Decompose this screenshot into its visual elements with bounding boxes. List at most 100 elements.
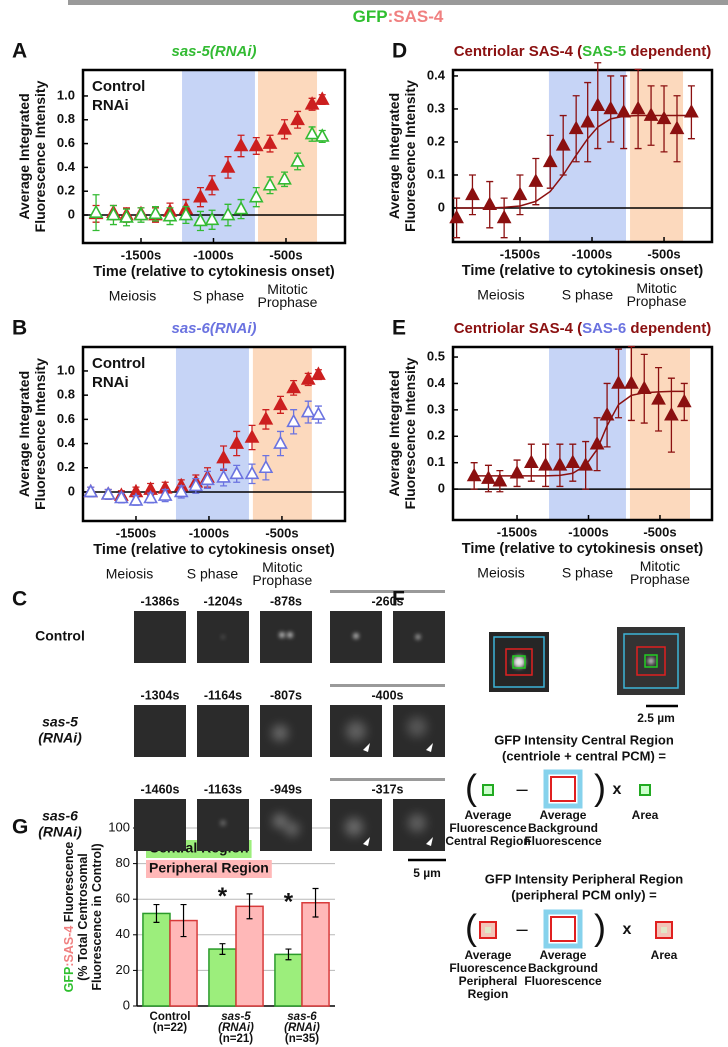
y-tick-label: 0 <box>68 206 75 221</box>
formula-symbol: ( <box>465 767 477 808</box>
page-title: GFP:SAS-4 <box>353 7 444 26</box>
background-icon-core <box>551 917 575 941</box>
fluorescent-spot <box>346 721 366 741</box>
time-span-bar <box>330 778 445 781</box>
chart-title: sas-5(RNAi) <box>171 43 256 60</box>
data-point <box>316 130 328 141</box>
y-axis-label-part: Fluorescence Intensity <box>402 80 418 232</box>
legend-entry: Control <box>92 355 145 372</box>
term-label: Average <box>540 948 587 962</box>
term-label: Fluorescence <box>449 961 527 975</box>
y-tick-label: 0.4 <box>57 159 76 174</box>
formula-symbol: ) <box>594 907 606 948</box>
fluorescent-spot <box>416 635 420 639</box>
y-tick-label: 0.2 <box>57 459 75 474</box>
time-label: -949s <box>270 782 302 796</box>
bar <box>275 954 302 1006</box>
term-label: Area <box>632 808 659 822</box>
y-tick-label: 0.1 <box>427 166 445 181</box>
chart-title-part: sas-6(RNAi) <box>171 320 256 337</box>
term-label: Fluorescence <box>524 974 602 988</box>
y-tick-label: 0.5 <box>427 348 445 363</box>
scale-label: 5 µm <box>413 866 441 880</box>
bar <box>302 903 329 1006</box>
formula-symbol: x <box>613 781 622 798</box>
y-tick-label: 80 <box>116 855 130 870</box>
y-tick-label: 0.4 <box>427 375 446 390</box>
fluorescent-spot <box>345 818 363 836</box>
fluorescent-spot <box>354 634 359 639</box>
x-tick-label: (n=21) <box>219 1033 253 1045</box>
fluorescent-spot <box>272 725 288 741</box>
x-tick-label: (n=22) <box>153 1022 187 1034</box>
data-point <box>90 206 102 217</box>
y-axis-label-part: Fluorescence Intensity <box>402 357 418 509</box>
bar <box>236 906 263 1006</box>
x-tick-label: -1000s <box>193 247 233 262</box>
phase-band <box>253 347 312 521</box>
data-point <box>149 207 161 218</box>
fluorescent-spot <box>220 820 226 826</box>
data-point <box>685 106 697 117</box>
y-tick-label: 0.8 <box>57 387 75 402</box>
row-label: Control <box>35 628 85 644</box>
bar <box>143 913 170 1006</box>
data-point <box>316 93 328 104</box>
phase-label: Meiosis <box>109 288 156 304</box>
data-point <box>514 188 526 199</box>
formula-symbol: – <box>516 918 528 940</box>
time-label: -317s <box>372 782 404 796</box>
y-tick-label: 40 <box>116 926 130 941</box>
phase-label: S phase <box>562 565 614 581</box>
chart-title-part: sas-5(RNAi) <box>171 43 256 60</box>
phase-label: Prophase <box>252 572 312 588</box>
data-point <box>498 211 510 222</box>
time-label: -400s <box>372 688 404 702</box>
x-tick-label: -1500s <box>497 524 537 539</box>
y-tick-label: 0.3 <box>427 100 445 115</box>
micrograph <box>134 705 186 757</box>
y-tick-label: 0.2 <box>427 133 445 148</box>
time-label: -878s <box>270 594 302 608</box>
y-tick-label: 0.2 <box>427 428 445 443</box>
fluorescent-spot <box>222 636 225 639</box>
background-icon-core <box>551 777 575 801</box>
panel-letter: B <box>12 317 27 340</box>
y-tick-label: 60 <box>116 891 130 906</box>
formula-symbol: ) <box>594 767 606 808</box>
y-tick-label: 0 <box>123 997 130 1012</box>
central-icon <box>483 785 493 795</box>
y-tick-label: 100 <box>108 819 130 834</box>
y-axis-label-part: (% Total Centrosomal <box>76 853 90 981</box>
y-axis-label: (% Total Centrosomal <box>76 853 90 981</box>
y-axis-label-part: Average Integrated <box>386 93 402 219</box>
y-axis-label: Fluorescence in Control) <box>90 843 104 990</box>
time-label: -1386s <box>141 594 180 608</box>
fluorescent-spot <box>280 633 285 638</box>
term-label: Central Region <box>445 834 530 848</box>
row-label: (RNAi) <box>38 824 82 840</box>
y-tick-label: 0 <box>438 199 445 214</box>
phase-label: S phase <box>562 287 614 303</box>
x-tick-label: -1000s <box>568 524 608 539</box>
panel-letter: F <box>392 588 405 611</box>
row-label: sas-6 <box>42 808 78 824</box>
formula-title: GFP Intensity Peripheral Region <box>485 871 683 886</box>
panel-letter: D <box>392 40 407 63</box>
central-icon <box>640 785 650 795</box>
panel-letter: E <box>392 317 406 340</box>
panel-letter: G <box>12 816 28 839</box>
y-axis-label-part: :SAS-4 <box>62 926 76 967</box>
micrograph <box>197 705 249 757</box>
data-point <box>85 485 97 496</box>
phase-band <box>258 70 317 243</box>
fluorescent-spot <box>273 814 287 828</box>
y-tick-label: 0.3 <box>427 401 445 416</box>
chart-title: Centriolar SAS-4 (SAS-6 dependent) <box>454 320 712 337</box>
y-axis-label-part: Fluorescence <box>62 842 76 926</box>
term-label: Area <box>651 948 678 962</box>
term-label: Peripheral <box>459 974 518 988</box>
x-axis-label: Time (relative to cytokinesis onset) <box>462 263 704 279</box>
data-point <box>511 467 523 478</box>
phase-label: Prophase <box>627 293 687 309</box>
